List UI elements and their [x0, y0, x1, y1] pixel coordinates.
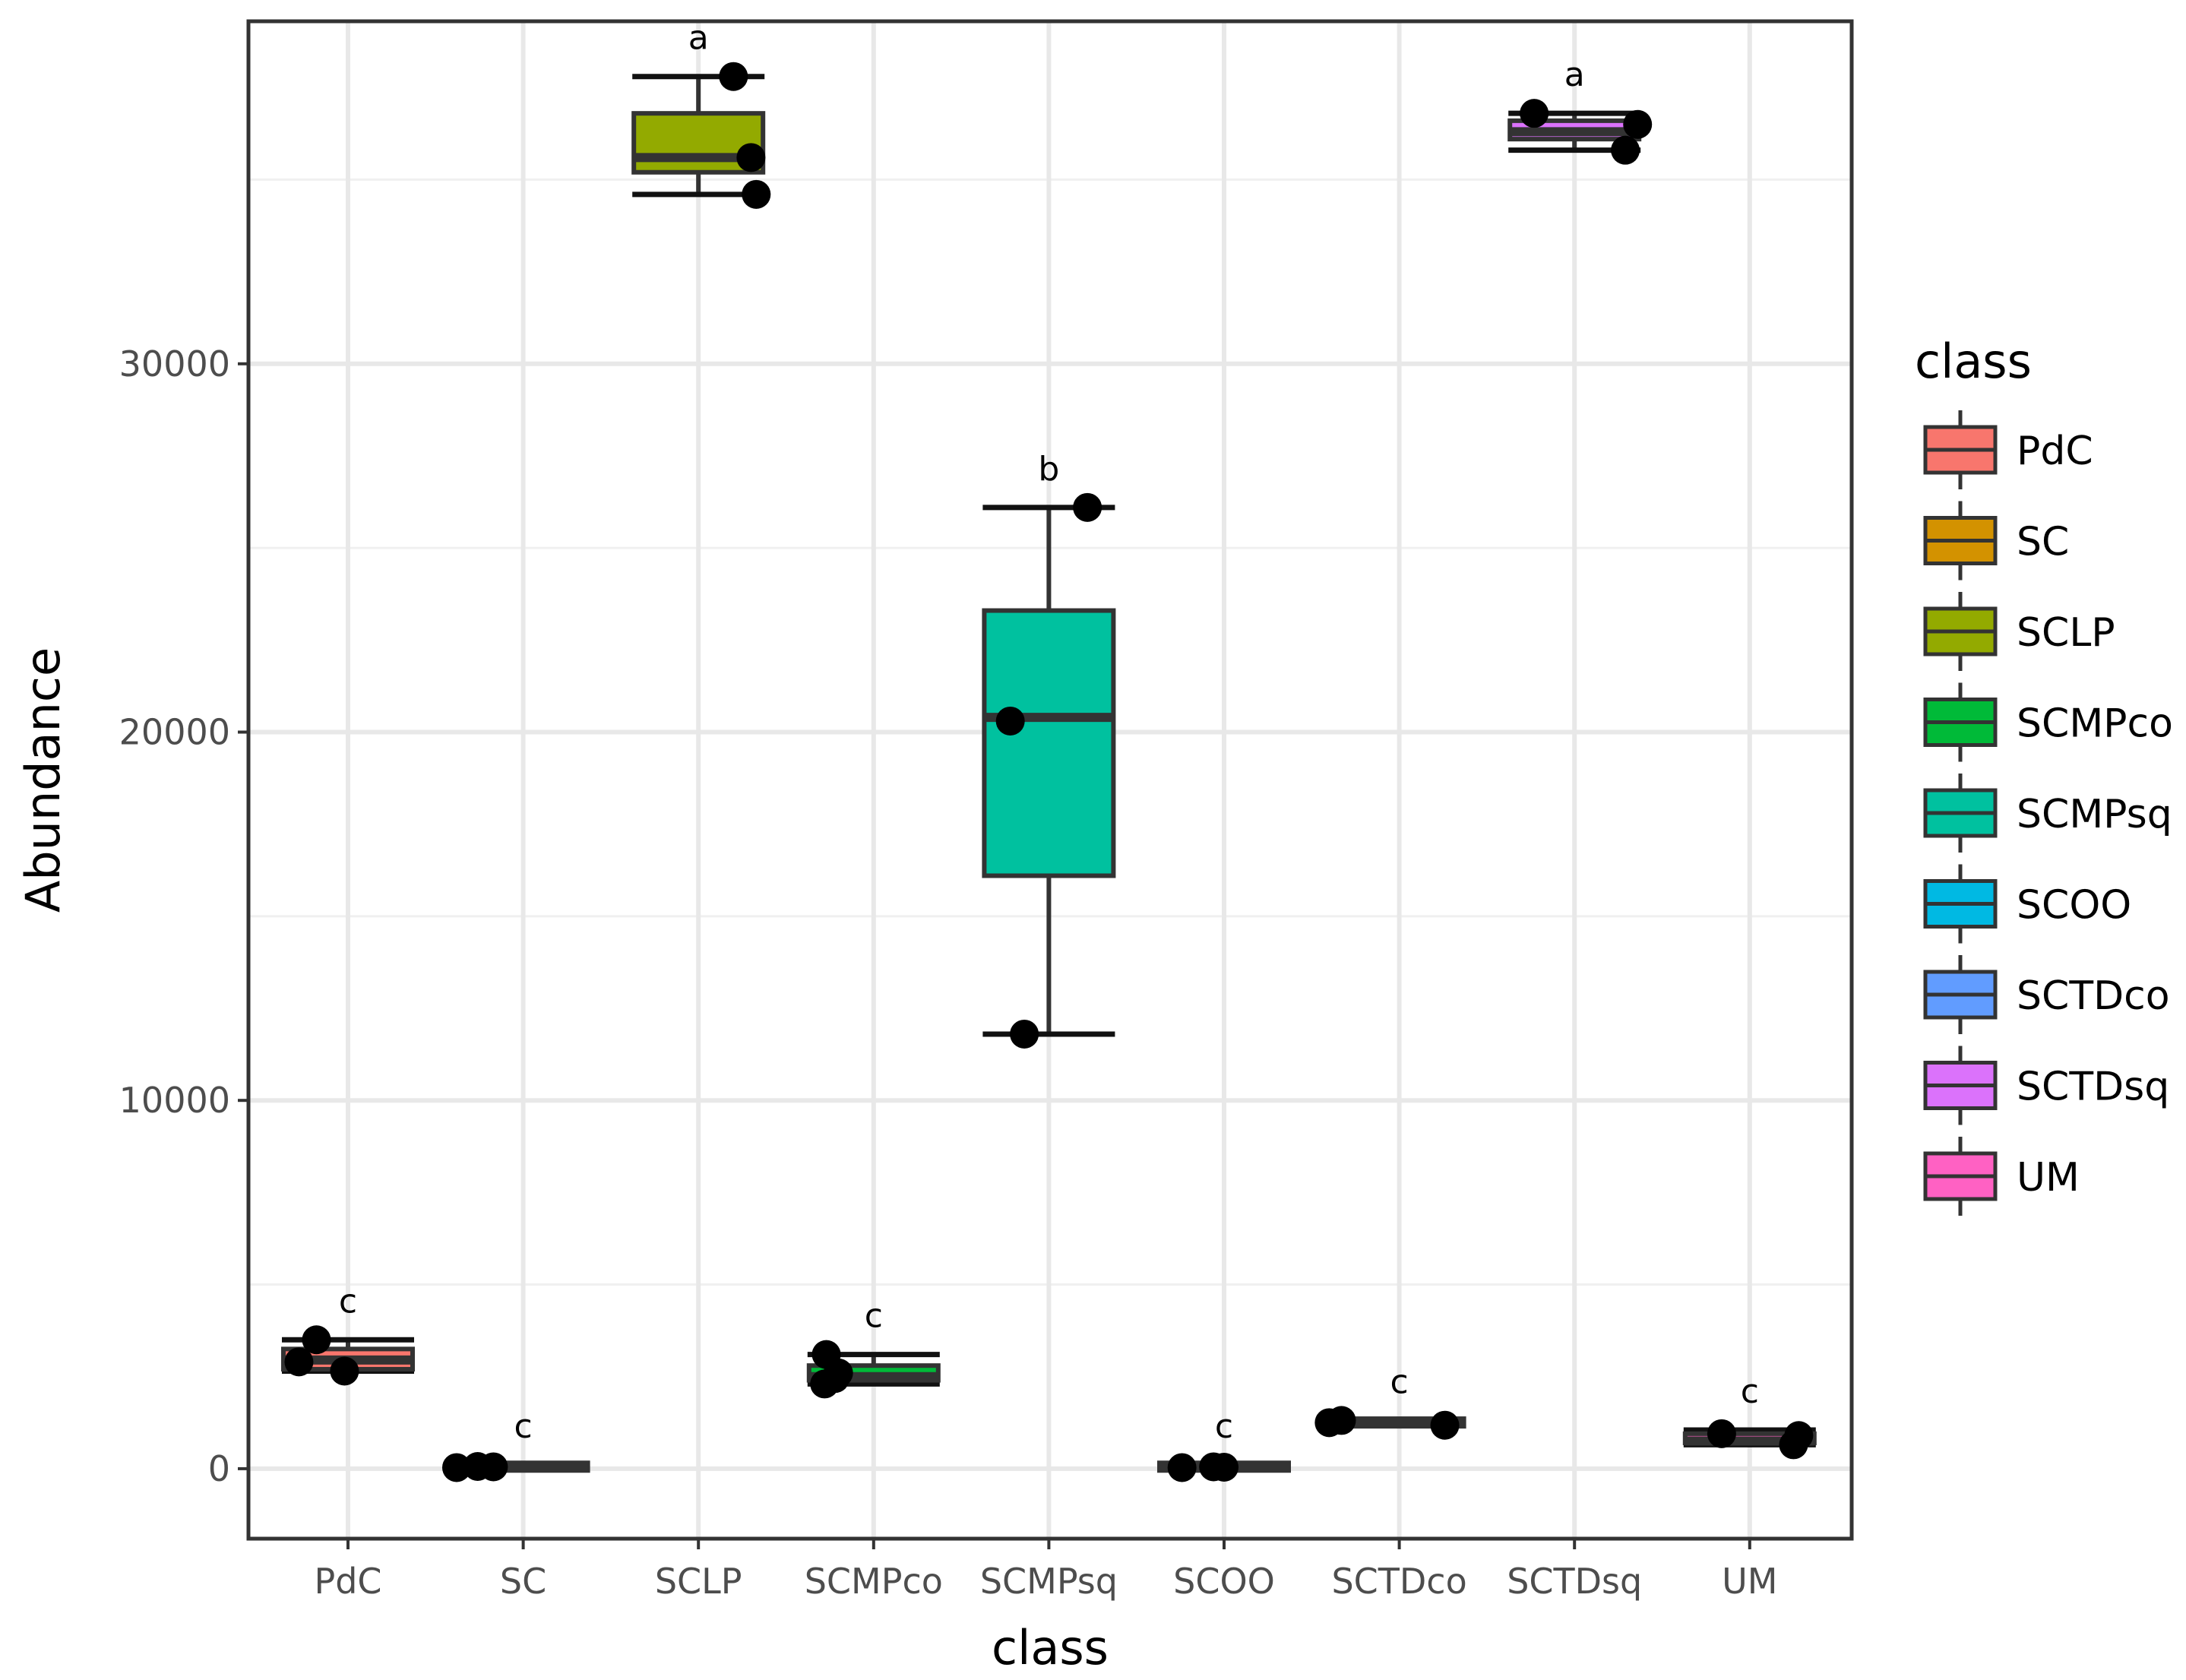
data-point: [1010, 1019, 1039, 1049]
x-tick-label: SCTDco: [1331, 1561, 1466, 1602]
x-tick-label: SCMPco: [805, 1561, 943, 1602]
x-tick-label: SCMPsq: [980, 1561, 1118, 1602]
legend-label: UM: [2017, 1155, 2080, 1201]
y-tick-label: 10000: [119, 1080, 230, 1121]
box-SCMPsq: [982, 505, 1116, 1037]
data-point: [441, 1453, 471, 1482]
significance-label-SCTDco: c: [1390, 1362, 1408, 1401]
data-point: [742, 179, 771, 209]
y-axis-title: Abundance: [15, 647, 71, 913]
legend-item-SCMPsq: SCMPsq: [1923, 774, 2172, 853]
legend-label: SC: [2017, 520, 2069, 565]
x-tick-label: UM: [1722, 1561, 1777, 1602]
box-body: [982, 608, 1116, 878]
legend: class PdC SC SCLP SCMPco SCMPsq SCOO SCTDco SCT…: [1915, 334, 2173, 1216]
data-point: [1623, 109, 1653, 139]
x-tick-label: SCOO: [1173, 1561, 1275, 1602]
data-point: [330, 1356, 359, 1386]
legend-item-SCMPco: SCMPco: [1923, 682, 2173, 762]
data-point: [1210, 1452, 1239, 1482]
legend-label: SCOO: [2017, 883, 2131, 929]
significance-label-PdC: c: [339, 1282, 357, 1321]
significance-label-SCOO: c: [1215, 1407, 1233, 1446]
legend-label: SCTDsq: [2017, 1065, 2169, 1110]
significance-label-SCTDsq: a: [1564, 55, 1585, 94]
x-tick-label: SCLP: [655, 1561, 742, 1602]
legend-label: SCMPco: [2017, 701, 2173, 747]
data-point: [1520, 99, 1549, 128]
axis-layer: 0 10000 20000 30000 PdC SC SCLP SCMPco SCMPsq SCO…: [119, 343, 1778, 1602]
significance-label-SCMPco: c: [865, 1297, 883, 1336]
data-point: [1167, 1453, 1197, 1482]
x-tick-label: PdC: [314, 1561, 381, 1602]
data-point: [1430, 1410, 1460, 1440]
data-point: [284, 1347, 314, 1377]
legend-label: SCLP: [2017, 610, 2115, 656]
data-point: [302, 1325, 331, 1355]
legend-item-PdC: PdC: [1923, 410, 2093, 489]
y-tick-label: 30000: [119, 343, 230, 384]
data-point: [719, 62, 748, 91]
y-tick-label: 0: [208, 1448, 230, 1489]
legend-label: SCMPsq: [2017, 792, 2172, 837]
point-layer: [284, 62, 1814, 1482]
x-axis-title: class: [992, 1620, 1109, 1675]
data-point: [1779, 1430, 1808, 1460]
x-tick-label: SCTDsq: [1507, 1561, 1642, 1602]
significance-label-SCLP: a: [688, 19, 709, 58]
legend-title: class: [1915, 334, 2032, 389]
significance-label-SC: c: [514, 1407, 532, 1446]
legend-item-SCTDsq: SCTDsq: [1923, 1046, 2169, 1125]
legend-item-SCOO: SCOO: [1923, 864, 2131, 944]
significance-label-SCMPsq: b: [1038, 450, 1059, 489]
data-point: [479, 1452, 508, 1482]
box-SCLP: [631, 74, 766, 198]
legend-item-SCTDco: SCTDco: [1923, 955, 2170, 1034]
significance-labels: c c a c b c c a c: [339, 19, 1759, 1446]
y-tick-label: 20000: [119, 711, 230, 752]
legend-item-SC: SC: [1923, 501, 2069, 581]
significance-label-UM: c: [1741, 1372, 1759, 1411]
data-point: [1073, 492, 1102, 522]
data-point: [995, 706, 1025, 736]
data-point: [736, 143, 766, 172]
legend-label: SCTDco: [2017, 973, 2170, 1019]
data-point: [1707, 1419, 1736, 1448]
legend-item-UM: UM: [1923, 1137, 2080, 1216]
x-tick-label: SC: [500, 1561, 546, 1602]
data-point: [1327, 1406, 1356, 1435]
legend-label: PdC: [2017, 429, 2093, 474]
data-point: [1611, 135, 1640, 165]
legend-item-SCLP: SCLP: [1923, 592, 2115, 671]
data-point: [821, 1364, 850, 1394]
